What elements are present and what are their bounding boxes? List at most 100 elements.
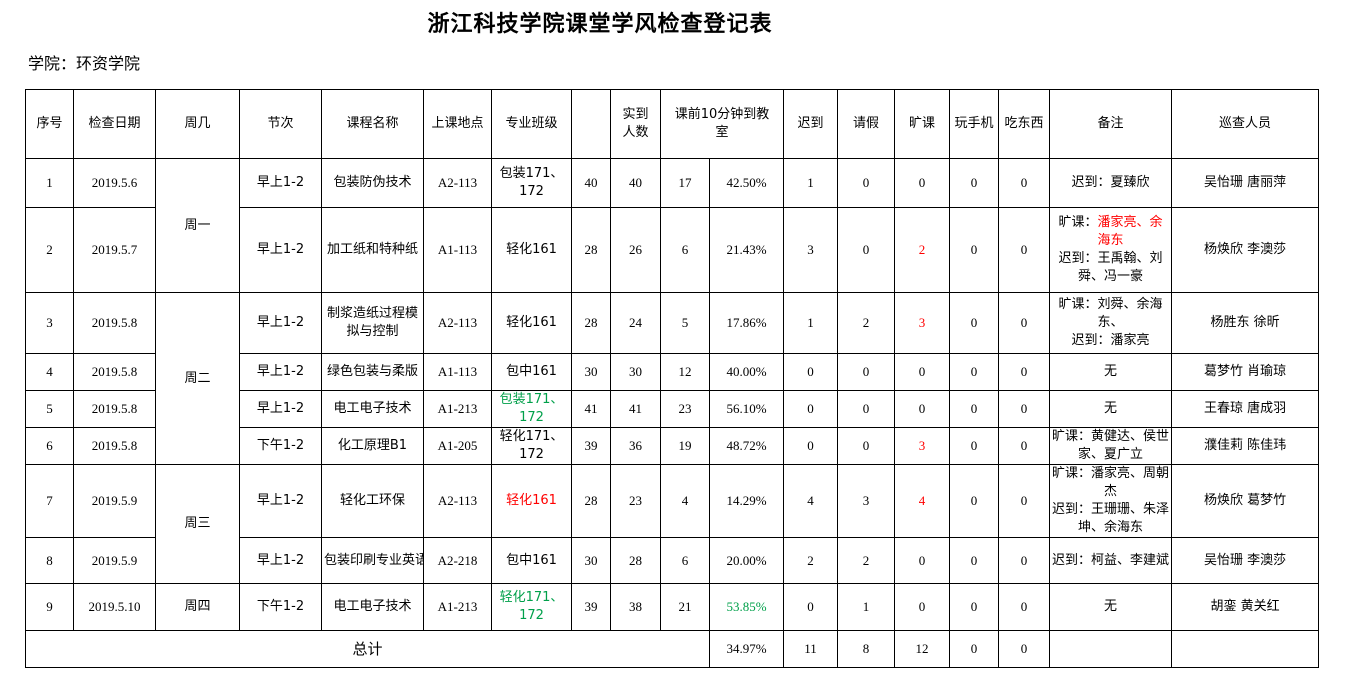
col-eat-header: 吃东西	[998, 89, 1051, 159]
eating-count: 0	[998, 207, 1051, 293]
col-phone-header: 玩手机	[949, 89, 1000, 159]
early-percent: 20.00%	[708, 537, 785, 584]
present-count: 24	[610, 292, 661, 354]
inspectors: 王春琼 唐成羽	[1171, 390, 1320, 428]
eating-count: 0	[998, 464, 1051, 538]
class-name: 包中161	[491, 353, 572, 391]
phone-count: 0	[949, 427, 1000, 465]
phone-count: 0	[949, 158, 1000, 208]
col-class-header: 专业班级	[491, 89, 572, 159]
early-percent: 53.85%	[708, 583, 785, 631]
total-early-pct: 34.97%	[708, 630, 785, 668]
row-no: 8	[25, 537, 74, 584]
early-count: 21	[660, 583, 710, 631]
course-name: 电工电子技术	[321, 390, 424, 428]
eating-count: 0	[998, 353, 1051, 391]
absent-count: 0	[894, 158, 951, 208]
late-count: 2	[783, 537, 839, 584]
early-percent: 56.10%	[708, 390, 785, 428]
col-no-header: 序号	[25, 89, 74, 159]
table-row: 7 2019.5.9 周三 早上1-2 轻化工环保 A2-113 轻化161 28 23 4 14.…	[25, 464, 1320, 584]
table-row: 8 2019.5.9 早上1-2 包装印刷专业英语 A2-218 包中161 30 28 6 20…	[25, 537, 1320, 584]
class-name: 包装171、172	[491, 158, 572, 208]
class-name: 轻化161	[491, 292, 572, 354]
late-count: 1	[783, 158, 839, 208]
leave-count: 0	[837, 158, 896, 208]
table-row: 6 2019.5.8 下午1-2 化工原理B1 A1-205 轻化171、172 39 36 1…	[25, 427, 1320, 465]
inspectors: 胡銮 黄关红	[1171, 583, 1320, 631]
course-name: 制浆造纸过程模拟与控制	[321, 292, 424, 354]
inspection-table: 序号 检查日期 周几 节次 课程名称 上课地点 专业班级 实到人数 课前10分钟到教室 迟到 请假旷…	[25, 89, 1320, 668]
leave-count: 0	[837, 353, 896, 391]
col-early-header: 课前10分钟到教室	[659, 89, 785, 159]
inspectors: 濮佳莉 陈佳玮	[1171, 427, 1320, 465]
col-late-header: 迟到	[783, 89, 839, 159]
phone-count: 0	[949, 464, 1000, 538]
remark-cell: 迟到：柯益、李建斌	[1049, 537, 1173, 584]
remark-cell: 旷课：潘家亮、周朝杰 迟到：王珊珊、朱泽坤、余海东	[1049, 464, 1173, 538]
col-present-header: 实到人数	[610, 89, 661, 159]
inspectors: 吴怡珊 唐丽萍	[1171, 158, 1320, 208]
col-leave-header: 请假	[837, 89, 896, 159]
check-date: 2019.5.9	[73, 464, 156, 538]
course-name: 加工纸和特种纸	[321, 207, 424, 293]
course-name: 包装防伪技术	[321, 158, 424, 208]
col-remark-header: 备注	[1049, 89, 1173, 159]
row-no: 2	[25, 207, 74, 293]
check-date: 2019.5.8	[73, 292, 156, 354]
check-date: 2019.5.8	[73, 427, 156, 465]
remark-cell: 无	[1049, 390, 1173, 428]
col-enrolled-header	[571, 89, 611, 159]
check-date: 2019.5.8	[73, 353, 156, 391]
phone-count: 0	[949, 390, 1000, 428]
remark-cell: 旷课：潘家亮、余海东 迟到：王禹翰、刘舜、冯一豪	[1049, 207, 1173, 293]
room: A2-113	[423, 464, 492, 538]
class-name: 轻化161	[491, 207, 572, 293]
early-count: 5	[660, 292, 710, 354]
absent-count: 2	[894, 207, 951, 293]
total-absent: 12	[894, 630, 951, 668]
total-remark	[1049, 630, 1173, 668]
eating-count: 0	[998, 583, 1051, 631]
remark-text: 旷课：	[1058, 215, 1098, 230]
early-count: 19	[660, 427, 710, 465]
late-count: 4	[783, 464, 839, 538]
total-inspectors	[1171, 630, 1320, 668]
enrolled-count: 28	[571, 292, 611, 354]
remark-text: 迟到：潘家亮	[1071, 333, 1150, 348]
remark-text: 迟到：夏臻欣	[1071, 175, 1150, 190]
early-count: 12	[660, 353, 710, 391]
absent-count: 0	[894, 537, 951, 584]
course-name: 轻化工环保	[321, 464, 424, 538]
room: A2-113	[423, 158, 492, 208]
leave-count: 2	[837, 292, 896, 354]
remark-cell: 无	[1049, 353, 1173, 391]
total-label: 总计	[25, 630, 710, 668]
weekday-cell: 周一	[155, 158, 240, 293]
remark-text: 旷课：刘舜、余海东、	[1058, 297, 1163, 330]
remark-text: 无	[1104, 364, 1118, 379]
col-course-header: 课程名称	[321, 89, 424, 159]
class-name: 包中161	[491, 537, 572, 584]
period: 早上1-2	[239, 464, 322, 538]
col-weekday-header: 周几	[155, 89, 240, 159]
col-period-header: 节次	[239, 89, 322, 159]
absent-count: 3	[894, 292, 951, 354]
remark-text: 旷课：潘家亮、周朝杰	[1052, 466, 1170, 499]
col-inspectors-header: 巡查人员	[1171, 89, 1320, 159]
course-name: 包装印刷专业英语	[321, 537, 424, 584]
table-row: 3 2019.5.8 周二 早上1-2 制浆造纸过程模拟与控制 A2-113 轻化161 28…	[25, 292, 1320, 465]
row-no: 5	[25, 390, 74, 428]
late-count: 1	[783, 292, 839, 354]
phone-count: 0	[949, 292, 1000, 354]
present-count: 36	[610, 427, 661, 465]
row-no: 1	[25, 158, 74, 208]
check-date: 2019.5.9	[73, 537, 156, 584]
col-date-header: 检查日期	[73, 89, 156, 159]
leave-count: 0	[837, 390, 896, 428]
period: 早上1-2	[239, 353, 322, 391]
early-percent: 21.43%	[708, 207, 785, 293]
check-date: 2019.5.7	[73, 207, 156, 293]
early-percent: 42.50%	[708, 158, 785, 208]
course-name: 电工电子技术	[321, 583, 424, 631]
